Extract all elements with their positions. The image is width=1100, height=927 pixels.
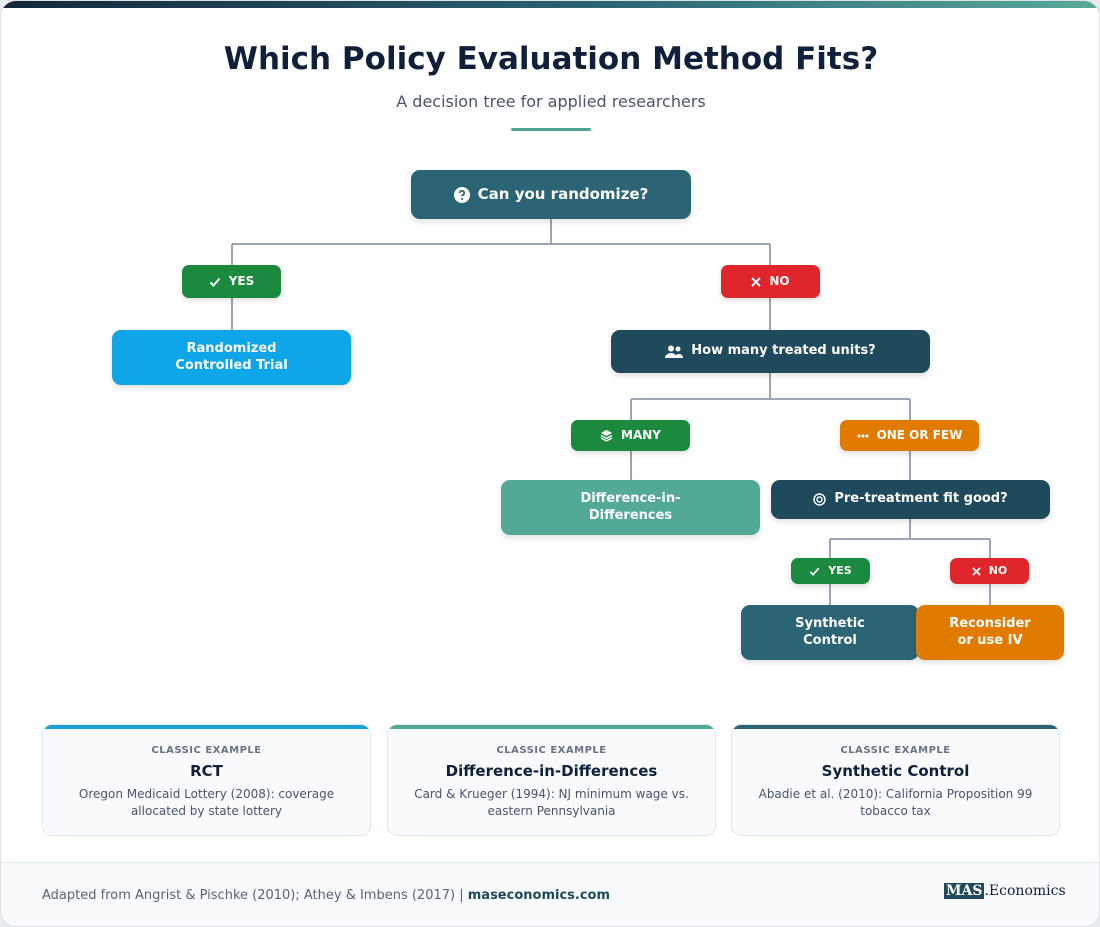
example-card: CLASSIC EXAMPLE Synthetic Control Abadie… <box>731 724 1060 836</box>
node-label: Randomized Controlled Trial <box>175 340 288 373</box>
accent-bar <box>511 128 591 131</box>
example-kicker: CLASSIC EXAMPLE <box>151 745 262 756</box>
example-kicker: CLASSIC EXAMPLE <box>840 745 951 756</box>
many-pill: MANY <box>571 420 690 451</box>
method-node: Difference-in-Differences <box>501 480 760 535</box>
node-label: Difference-in-Differences <box>580 490 681 523</box>
logo: MAS .Economics <box>944 883 1066 899</box>
method-node: Randomized Controlled Trial <box>112 330 351 385</box>
icon <box>751 276 762 287</box>
icon <box>813 493 827 506</box>
subtitle: A decision tree for applied researchers <box>396 92 706 111</box>
node-label: Can you randomize? <box>477 184 649 203</box>
no-pill: NO <box>950 558 1029 584</box>
node-label: YES <box>228 273 255 288</box>
node-label: ONE OR FEW <box>876 427 963 442</box>
node-label: Reconsider or use IV <box>949 615 1031 648</box>
top-bar <box>1 1 1099 8</box>
node-label: Pre-treatment fit good? <box>834 491 1008 507</box>
example-title: RCT <box>190 762 223 780</box>
example-text: Card & Krueger (1994): NJ minimum wage v… <box>414 787 689 818</box>
few-pill: ONE OR FEW <box>840 420 979 451</box>
node-label: NO <box>988 563 1008 577</box>
example-title: Difference-in-Differences <box>445 762 658 780</box>
example-card: CLASSIC EXAMPLE Difference-in-Difference… <box>387 724 716 836</box>
icon <box>665 345 684 358</box>
card-accent <box>388 725 715 729</box>
yes-pill: YES <box>182 265 281 298</box>
question-node: Pre-treatment fit good? <box>771 480 1050 519</box>
node-label: How many treated units? <box>691 343 876 359</box>
icon <box>600 430 613 442</box>
icon <box>971 566 981 576</box>
title: Which Policy Evaluation Method Fits? <box>223 41 879 77</box>
example-card: CLASSIC EXAMPLE RCT Oregon Medicaid Lott… <box>42 724 371 836</box>
node-label: NO <box>769 273 790 288</box>
no-pill: NO <box>721 265 820 298</box>
icon <box>857 434 869 437</box>
connector <box>829 519 991 605</box>
node-label: YES <box>828 563 852 577</box>
card-accent <box>732 725 1059 729</box>
connectors <box>231 219 991 605</box>
question-node: Can you randomize? <box>411 170 691 219</box>
node-label: Synthetic Control <box>795 615 865 648</box>
icon <box>453 186 470 203</box>
example-title: Synthetic Control <box>821 762 970 780</box>
logo-mark: MAS <box>944 883 985 899</box>
example-text: Abadie et al. (2010): California Proposi… <box>758 787 1033 818</box>
node-label: MANY <box>621 427 661 442</box>
icon <box>209 277 220 287</box>
source-line: Adapted from Angrist & Pischke (2010); A… <box>42 888 610 903</box>
method-node: Synthetic Control <box>741 605 919 660</box>
example-text: Oregon Medicaid Lottery (2008): coverage… <box>78 787 335 818</box>
site-link[interactable]: maseconomics.com <box>467 888 611 903</box>
source-text: Adapted from Angrist & Pischke (2010); A… <box>42 888 464 903</box>
connector <box>630 373 911 480</box>
footer: Adapted from Angrist & Pischke (2010); A… <box>1 862 1099 926</box>
question-node: How many treated units? <box>611 330 930 373</box>
logo-text: .Economics <box>984 883 1066 899</box>
method-node: Reconsider or use IV <box>916 605 1064 660</box>
icon <box>810 567 820 576</box>
yes-pill: YES <box>791 558 870 584</box>
connector <box>231 219 771 330</box>
card-accent <box>43 725 370 729</box>
example-kicker: CLASSIC EXAMPLE <box>496 745 607 756</box>
